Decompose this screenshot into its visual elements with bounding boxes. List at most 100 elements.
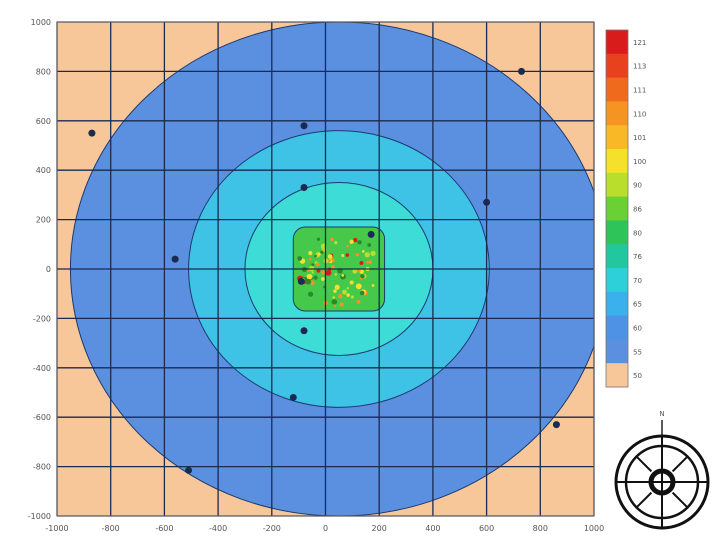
colorbar-label: 50	[633, 372, 642, 380]
colorbar-label: 60	[633, 325, 642, 333]
data-marker	[297, 277, 305, 285]
colorbar-swatch	[606, 125, 628, 150]
core-speckle	[325, 269, 332, 276]
core-speckle	[359, 290, 365, 296]
colorbar-swatch	[606, 291, 628, 317]
core-speckle	[308, 251, 313, 256]
core-speckle	[311, 271, 314, 274]
colorbar-label: 90	[633, 182, 642, 190]
compass-north-label: N	[659, 410, 664, 418]
core-speckle	[355, 283, 362, 290]
core-speckle	[346, 293, 350, 297]
data-marker	[300, 327, 308, 335]
y-tick-label: 1000	[31, 18, 51, 27]
data-marker	[300, 183, 308, 191]
core-speckle	[360, 274, 364, 278]
core-speckle	[368, 260, 372, 264]
colorbar-label: 100	[633, 158, 646, 166]
compass-spoke	[635, 455, 653, 473]
core-speckle	[315, 262, 320, 267]
core-speckle	[327, 254, 333, 259]
colorbar-swatch	[606, 30, 628, 55]
x-tick-label: -200	[263, 524, 281, 533]
core-speckle	[321, 270, 326, 275]
axes: -1000 -800 -600 -400 -200 0 200 400 600 800 1000 10…	[28, 18, 604, 533]
colorbar-label: 70	[633, 277, 642, 285]
x-tick-label: 600	[479, 524, 494, 533]
core-speckle	[349, 239, 354, 244]
x-tick-label: 800	[533, 524, 548, 533]
y-tick-label: -800	[33, 463, 51, 472]
core-speckle	[349, 280, 354, 285]
colorbar-swatch	[606, 196, 628, 221]
y-tick-label: -400	[33, 364, 51, 373]
core-speckle	[316, 237, 321, 241]
colorbar-label: 55	[633, 348, 642, 356]
core-speckle	[320, 277, 325, 281]
core-speckle	[361, 250, 365, 253]
x-tick-label: 400	[425, 524, 440, 533]
colorbar-swatch	[606, 315, 628, 340]
core-speckle	[316, 268, 321, 273]
colorbar-legend: 121 113 111 110 101 100 90 86 80 76 70 65 60 55 50	[605, 29, 646, 388]
y-tick-label: 400	[36, 166, 51, 175]
y-tick-label: 200	[36, 216, 51, 225]
data-marker	[289, 393, 297, 401]
data-marker	[300, 122, 308, 130]
colorbar-label: 80	[633, 229, 642, 237]
x-tick-label: 0	[323, 524, 328, 533]
core-speckle	[328, 259, 331, 263]
compass-rose-icon: N	[614, 410, 710, 530]
colorbar-label: 101	[633, 134, 646, 142]
core-speckle	[330, 237, 334, 242]
plot-area	[56, 21, 595, 517]
core-speckle	[339, 302, 344, 307]
core-speckle	[350, 295, 354, 299]
data-marker	[483, 198, 491, 206]
core-speckle	[355, 253, 359, 257]
colorbar-swatch	[606, 268, 628, 293]
core-speckle	[341, 274, 345, 277]
core-speckle	[306, 269, 310, 273]
colorbar-swatch	[606, 172, 628, 198]
data-marker	[185, 466, 193, 474]
core-speckle	[334, 273, 337, 276]
y-tick-label: -600	[33, 413, 51, 422]
colorbar-swatch	[606, 339, 628, 364]
core-speckle	[314, 254, 317, 258]
core-speckle	[332, 296, 336, 299]
core-speckle	[346, 244, 349, 248]
core-speckle	[346, 286, 349, 290]
core-speckle	[338, 294, 343, 299]
core-speckle	[334, 241, 338, 245]
core-speckle	[352, 268, 358, 274]
core-speckle	[313, 275, 318, 280]
core-speckle	[356, 299, 361, 304]
y-tick-label: 0	[46, 265, 51, 274]
colorbar-swatch	[606, 149, 628, 174]
y-tick-label: -1000	[28, 512, 51, 521]
core-speckle	[342, 289, 347, 295]
colorbar-swatch	[606, 101, 628, 126]
data-marker	[552, 421, 560, 429]
x-tick-label: -600	[155, 524, 173, 533]
core-speckle	[370, 250, 376, 256]
compass-spoke	[635, 491, 653, 509]
colorbar-swatch	[606, 244, 628, 269]
core-speckle	[305, 278, 312, 285]
core-speckle	[307, 291, 314, 297]
core-speckle	[371, 284, 375, 287]
colorbar-label: 113	[633, 63, 646, 71]
y-tick-label: 800	[36, 67, 51, 76]
data-marker	[367, 230, 375, 238]
core-speckle	[308, 257, 312, 261]
core-speckle	[353, 237, 358, 243]
core-speckle	[345, 253, 350, 257]
core-speckle	[341, 253, 345, 257]
compass-spoke	[671, 455, 689, 473]
colorbar-frame	[605, 29, 629, 388]
compass-spoke	[671, 491, 689, 509]
core-speckle	[317, 252, 321, 256]
colorbar-label: 76	[633, 253, 642, 261]
